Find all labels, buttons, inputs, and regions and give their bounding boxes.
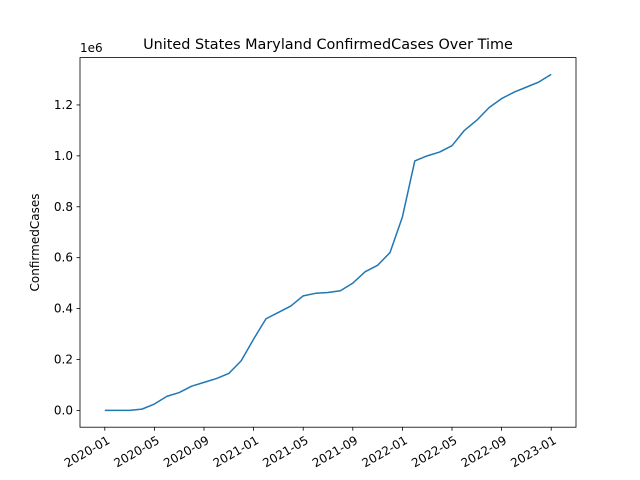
y-tick-label: 1.2 bbox=[54, 98, 73, 112]
y-axis-label: ConfirmedCases bbox=[28, 194, 42, 292]
y-tick-label: 0.4 bbox=[54, 302, 73, 316]
y-tick-label: 0.6 bbox=[54, 251, 73, 265]
y-tick-label: 0.0 bbox=[54, 403, 73, 417]
y-offset-label: 1e6 bbox=[80, 41, 103, 55]
y-tick-label: 0.2 bbox=[54, 352, 73, 366]
chart-title: United States Maryland ConfirmedCases Ov… bbox=[143, 37, 513, 53]
data-line bbox=[104, 73, 552, 412]
axes-frame bbox=[79, 57, 577, 428]
y-tick-label: 1.0 bbox=[54, 149, 73, 163]
y-tick-label: 0.8 bbox=[54, 200, 73, 214]
